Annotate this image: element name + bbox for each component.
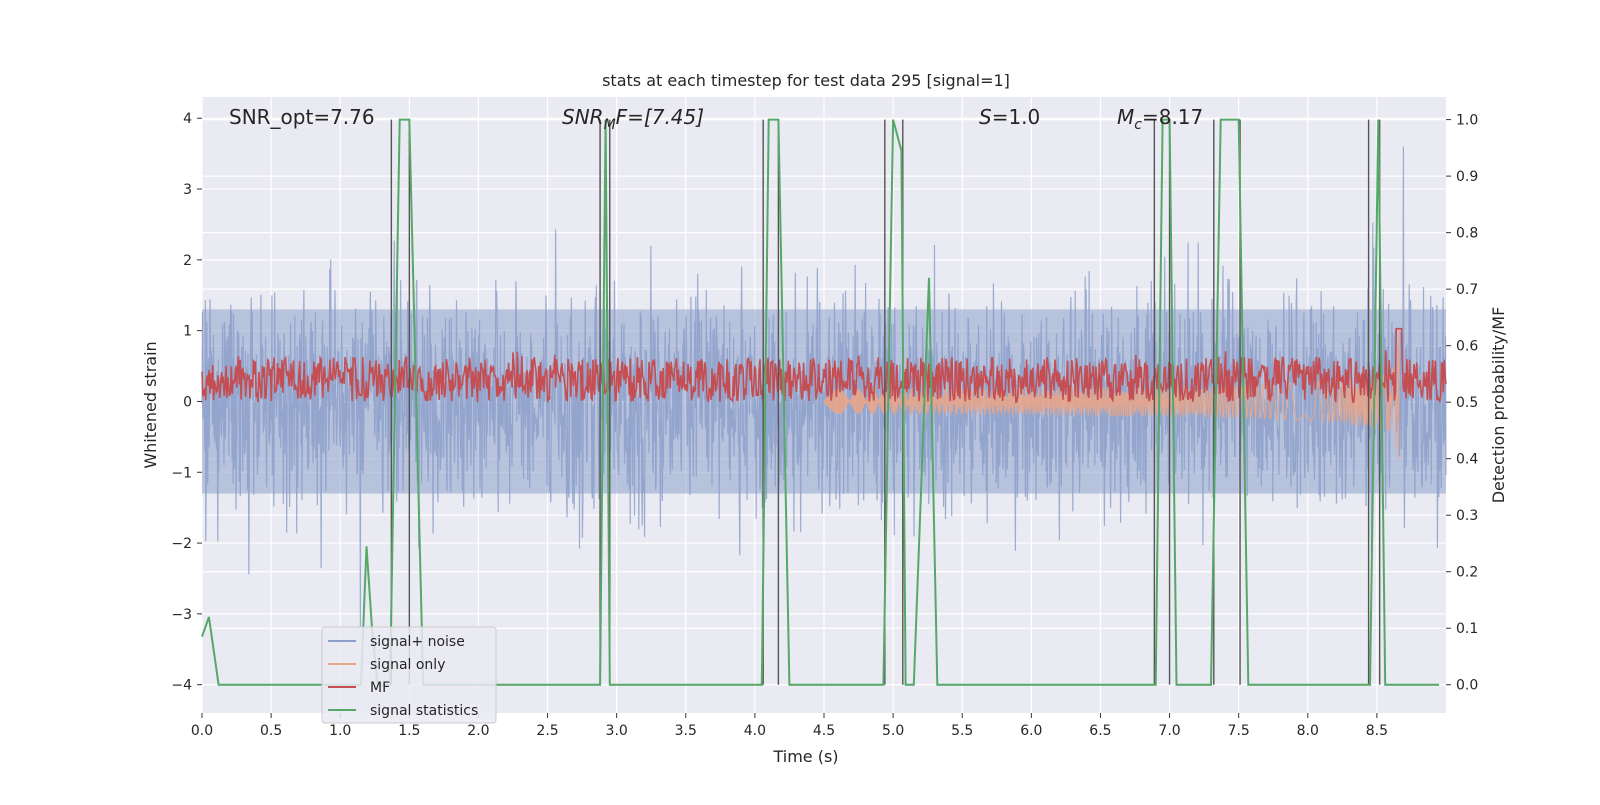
axis-ticks: 0.0 0.5 1.0 1.5 2.0 2.5 3.0 3.5 4.0 4.5 5.0 5.5 6.0 6… xyxy=(171,111,1478,739)
y-right-tick-label: 0.3 xyxy=(1456,508,1478,524)
y-left-tick-label: −4 xyxy=(171,678,192,694)
annotation-mc-sub: c xyxy=(1134,117,1142,133)
annotation-s: S=1.0 xyxy=(979,105,1040,129)
series-signal-statistics xyxy=(201,118,1440,686)
x-tick-label: 8.0 xyxy=(1297,723,1319,739)
annotation-mc: Mc=8.17 xyxy=(1117,105,1203,133)
y-left-tick-label: 0 xyxy=(183,394,192,410)
y-right-tick-label: 0.1 xyxy=(1456,621,1478,637)
annotation-snr-mf: SNRMF=[7.45] xyxy=(562,105,704,133)
x-tick-label: 8.5 xyxy=(1366,723,1388,739)
legend: signal+ noise signal only MF signal statist… xyxy=(321,626,497,724)
y-left-tick-label: 4 xyxy=(183,111,192,127)
legend-label: MF xyxy=(370,680,390,696)
x-tick-label: 2.5 xyxy=(536,723,558,739)
signal-statistics-line xyxy=(201,118,1440,686)
x-tick-label: 6.0 xyxy=(1020,723,1042,739)
x-tick-label: 2.0 xyxy=(467,723,489,739)
y-left-tick-label: −1 xyxy=(171,465,192,481)
x-tick-label: 7.5 xyxy=(1228,723,1250,739)
annotation-s-var: S xyxy=(979,105,992,129)
x-tick-label: 3.0 xyxy=(606,723,628,739)
y-right-tick-label: 0.6 xyxy=(1456,339,1478,355)
x-tick-label: 0.5 xyxy=(260,723,282,739)
x-tick-label: 5.5 xyxy=(951,723,973,739)
x-tick-label: 0.0 xyxy=(191,723,213,739)
y-left-tick-label: 1 xyxy=(183,324,192,340)
y-right-tick-label: 0.8 xyxy=(1456,226,1478,242)
y-left-tick-label: 2 xyxy=(183,253,192,269)
y-right-tick-label: 1.0 xyxy=(1456,113,1478,129)
x-tick-label: 1.5 xyxy=(398,723,420,739)
x-tick-label: 6.5 xyxy=(1089,723,1111,739)
y-right-tick-label: 0.0 xyxy=(1456,678,1478,694)
x-axis-label: Time (s) xyxy=(772,747,838,766)
y-left-tick-label: −3 xyxy=(171,607,192,623)
legend-label: signal+ noise xyxy=(370,634,465,650)
y-right-tick-label: 0.2 xyxy=(1456,565,1478,581)
chart-title: stats at each timestep for test data 295… xyxy=(602,71,1010,90)
x-tick-label: 3.5 xyxy=(675,723,697,739)
annotation-snr-mf-sub: M xyxy=(604,117,616,133)
x-tick-label: 4.0 xyxy=(744,723,766,739)
x-tick-label: 5.0 xyxy=(882,723,904,739)
legend-label: signal only xyxy=(370,657,445,673)
y-right-tick-label: 0.7 xyxy=(1456,282,1478,298)
legend-box xyxy=(321,626,497,724)
annotation-snr-mf-var: SNR xyxy=(562,105,604,129)
x-tick-label: 7.0 xyxy=(1158,723,1180,739)
y-right-tick-label: 0.4 xyxy=(1456,452,1478,468)
annotation-snr-opt: SNR_opt=7.76 xyxy=(229,105,375,129)
y-left-tick-label: −2 xyxy=(171,536,192,552)
x-tick-label: 4.5 xyxy=(813,723,835,739)
annotation-mc-rest: =8.17 xyxy=(1142,105,1203,129)
y-axis-left-label: Whitened strain xyxy=(141,341,160,468)
y-axis-right-label: Detection probability/MF xyxy=(1489,307,1508,504)
y-left-tick-label: 3 xyxy=(183,182,192,198)
annotation-mc-var: M xyxy=(1117,105,1134,129)
y-right-tick-label: 0.9 xyxy=(1456,169,1478,185)
y-right-tick-label: 0.5 xyxy=(1456,395,1478,411)
annotation-snr-mf-rest: F=[7.45] xyxy=(616,105,704,129)
annotation-s-rest: =1.0 xyxy=(992,105,1041,129)
x-tick-label: 1.0 xyxy=(329,723,351,739)
legend-label: signal statistics xyxy=(370,703,478,719)
